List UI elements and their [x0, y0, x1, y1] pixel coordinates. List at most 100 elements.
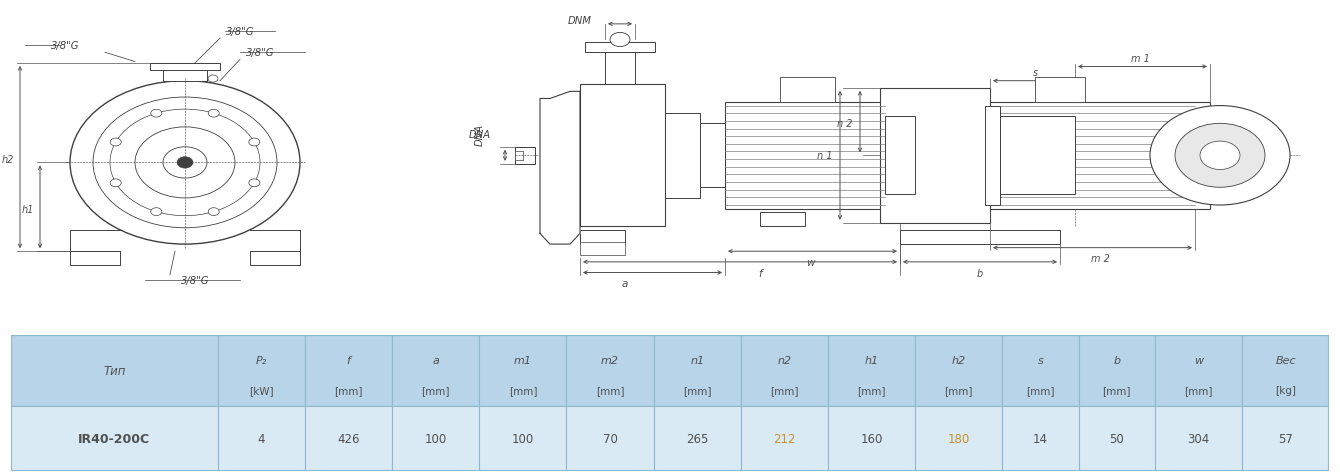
Bar: [725, 103, 900, 209]
Circle shape: [1201, 142, 1240, 170]
Text: 3/8"G: 3/8"G: [181, 275, 209, 285]
Bar: [915, 406, 1002, 471]
Text: s: s: [1037, 355, 1044, 365]
Circle shape: [1150, 106, 1290, 206]
Bar: [150, 64, 220, 71]
Text: b: b: [977, 268, 984, 278]
Text: DNA: DNA: [474, 124, 485, 146]
Bar: [11, 336, 218, 406]
Bar: [884, 117, 915, 195]
Bar: [1002, 336, 1079, 406]
Bar: [760, 213, 805, 227]
Text: 100: 100: [425, 432, 446, 445]
Circle shape: [1175, 124, 1265, 188]
Text: n2: n2: [777, 355, 792, 365]
Bar: [741, 406, 828, 471]
Bar: [1000, 117, 1075, 195]
Text: P₂: P₂: [256, 355, 267, 365]
Bar: [306, 406, 393, 471]
Text: 100: 100: [512, 432, 535, 445]
Circle shape: [110, 139, 121, 147]
Bar: [586, 42, 655, 53]
Text: 4: 4: [257, 432, 265, 445]
Bar: [880, 89, 990, 223]
Text: n 1: n 1: [817, 151, 832, 161]
Text: 14: 14: [1033, 432, 1048, 445]
Text: 3/8"G: 3/8"G: [245, 48, 275, 58]
Text: IR40-200C: IR40-200C: [78, 432, 150, 445]
Bar: [1242, 406, 1329, 471]
Text: f: f: [347, 355, 351, 365]
Circle shape: [151, 208, 162, 216]
Text: h2: h2: [951, 355, 966, 365]
Text: [mm]: [mm]: [1185, 385, 1213, 395]
Circle shape: [249, 139, 260, 147]
Text: 70: 70: [603, 432, 618, 445]
Bar: [251, 252, 300, 266]
Bar: [990, 103, 1210, 209]
Text: m1: m1: [513, 355, 532, 365]
Bar: [741, 336, 828, 406]
Bar: [985, 106, 1000, 206]
Text: 426: 426: [338, 432, 359, 445]
Circle shape: [249, 179, 260, 187]
Circle shape: [110, 179, 121, 187]
Text: m 2: m 2: [1091, 254, 1110, 264]
Circle shape: [151, 110, 162, 118]
Bar: [1034, 78, 1085, 103]
Text: [mm]: [mm]: [596, 385, 624, 395]
Bar: [1079, 406, 1155, 471]
Bar: [306, 336, 393, 406]
Text: h1: h1: [864, 355, 879, 365]
Bar: [780, 78, 835, 103]
Text: w: w: [805, 258, 815, 268]
Text: [mm]: [mm]: [334, 385, 363, 395]
Text: m2: m2: [602, 355, 619, 365]
Text: 265: 265: [686, 432, 709, 445]
Text: [mm]: [mm]: [945, 385, 973, 395]
Circle shape: [610, 33, 630, 48]
Circle shape: [208, 208, 220, 216]
Text: h1: h1: [21, 204, 35, 214]
Text: 180: 180: [947, 432, 970, 445]
Bar: [393, 406, 480, 471]
Text: [mm]: [mm]: [683, 385, 712, 395]
Polygon shape: [540, 92, 580, 245]
Text: a: a: [622, 278, 628, 288]
Text: [mm]: [mm]: [422, 385, 450, 395]
Text: n1: n1: [690, 355, 705, 365]
Text: 3/8"G: 3/8"G: [51, 41, 79, 51]
Circle shape: [177, 158, 193, 169]
Bar: [515, 148, 535, 165]
Bar: [828, 336, 915, 406]
Text: DNA: DNA: [469, 129, 490, 139]
Text: 57: 57: [1278, 432, 1293, 445]
Text: 212: 212: [773, 432, 796, 445]
Text: n 2: n 2: [838, 119, 852, 129]
Bar: [218, 336, 306, 406]
Bar: [604, 50, 635, 99]
Text: w: w: [1194, 355, 1203, 365]
Text: 304: 304: [1187, 432, 1210, 445]
Text: Вес: Вес: [1276, 355, 1296, 365]
Bar: [393, 336, 480, 406]
Circle shape: [208, 110, 220, 118]
Text: Тип: Тип: [103, 364, 126, 377]
Text: h2: h2: [1, 155, 15, 165]
Bar: [1155, 406, 1242, 471]
Bar: [163, 69, 206, 81]
Text: b: b: [1114, 355, 1120, 365]
Bar: [1002, 406, 1079, 471]
Text: 3/8"G: 3/8"G: [225, 27, 255, 37]
Bar: [580, 242, 624, 255]
Bar: [11, 406, 218, 471]
Bar: [915, 336, 1002, 406]
Bar: [828, 406, 915, 471]
Text: f: f: [758, 268, 762, 278]
Text: s: s: [1032, 68, 1037, 78]
Bar: [1242, 336, 1329, 406]
Bar: [567, 406, 654, 471]
Bar: [654, 336, 741, 406]
Bar: [1155, 336, 1242, 406]
Bar: [70, 252, 121, 266]
